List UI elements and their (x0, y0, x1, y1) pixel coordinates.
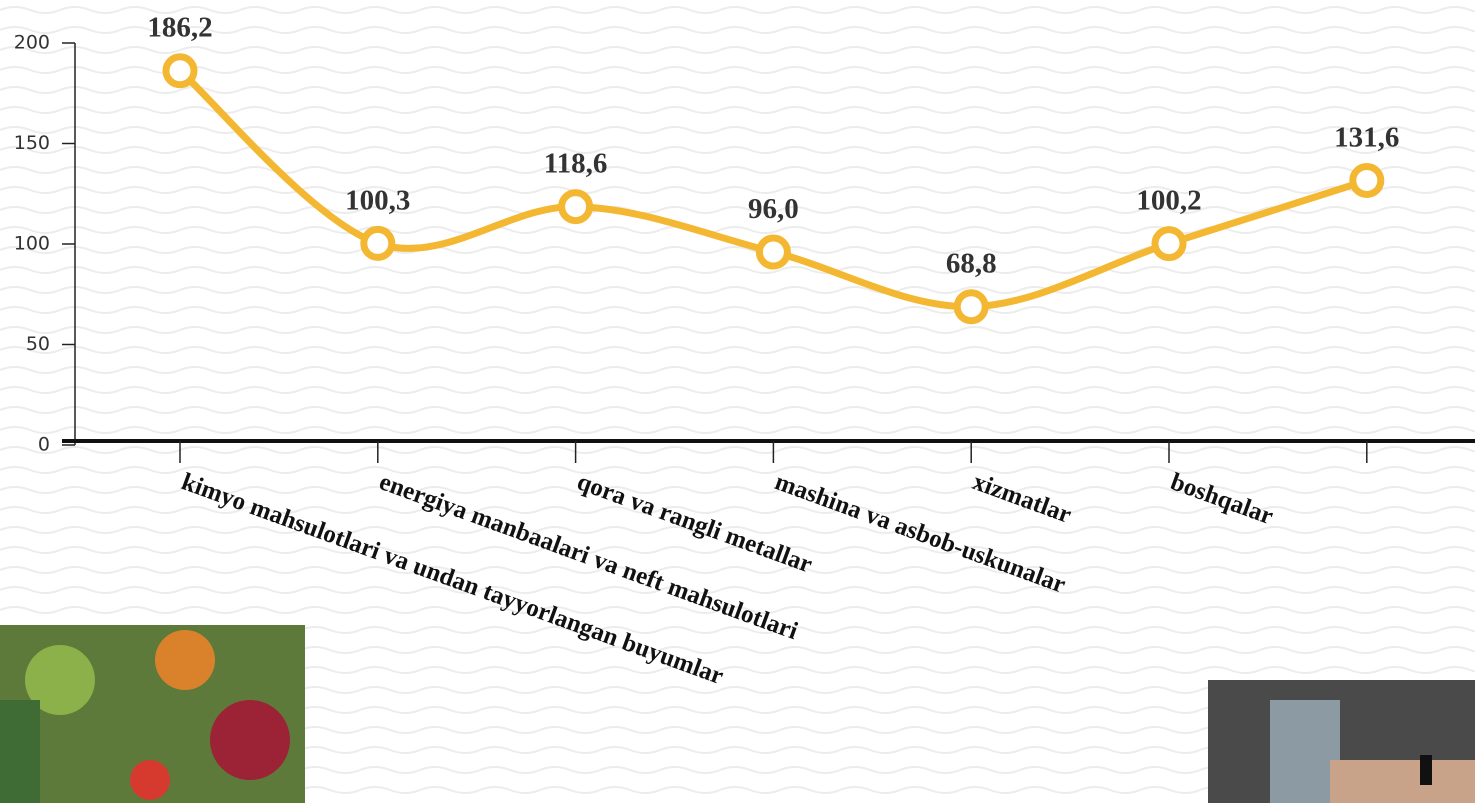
y-tick-label: 100 (14, 233, 50, 255)
value-label: 186,2 (147, 12, 212, 44)
vegetables-photo (0, 625, 305, 803)
data-point (360, 225, 396, 261)
value-label: 68,8 (946, 248, 997, 280)
data-point (755, 234, 791, 270)
data-point (162, 53, 198, 89)
y-tick-label: 150 (14, 132, 50, 154)
value-label: 100,3 (345, 184, 410, 216)
data-point (953, 289, 989, 325)
y-tick-label: 50 (26, 333, 50, 355)
data-point (1349, 162, 1385, 198)
laptop-photo (1208, 680, 1475, 803)
value-label: 96,0 (748, 193, 799, 225)
value-label: 131,6 (1334, 121, 1399, 153)
data-point (558, 189, 594, 225)
data-point (1151, 226, 1187, 262)
value-label: 100,2 (1136, 185, 1201, 217)
y-tick-label: 200 (14, 32, 50, 54)
value-label: 118,6 (544, 148, 608, 180)
y-tick-label: 0 (38, 434, 50, 456)
